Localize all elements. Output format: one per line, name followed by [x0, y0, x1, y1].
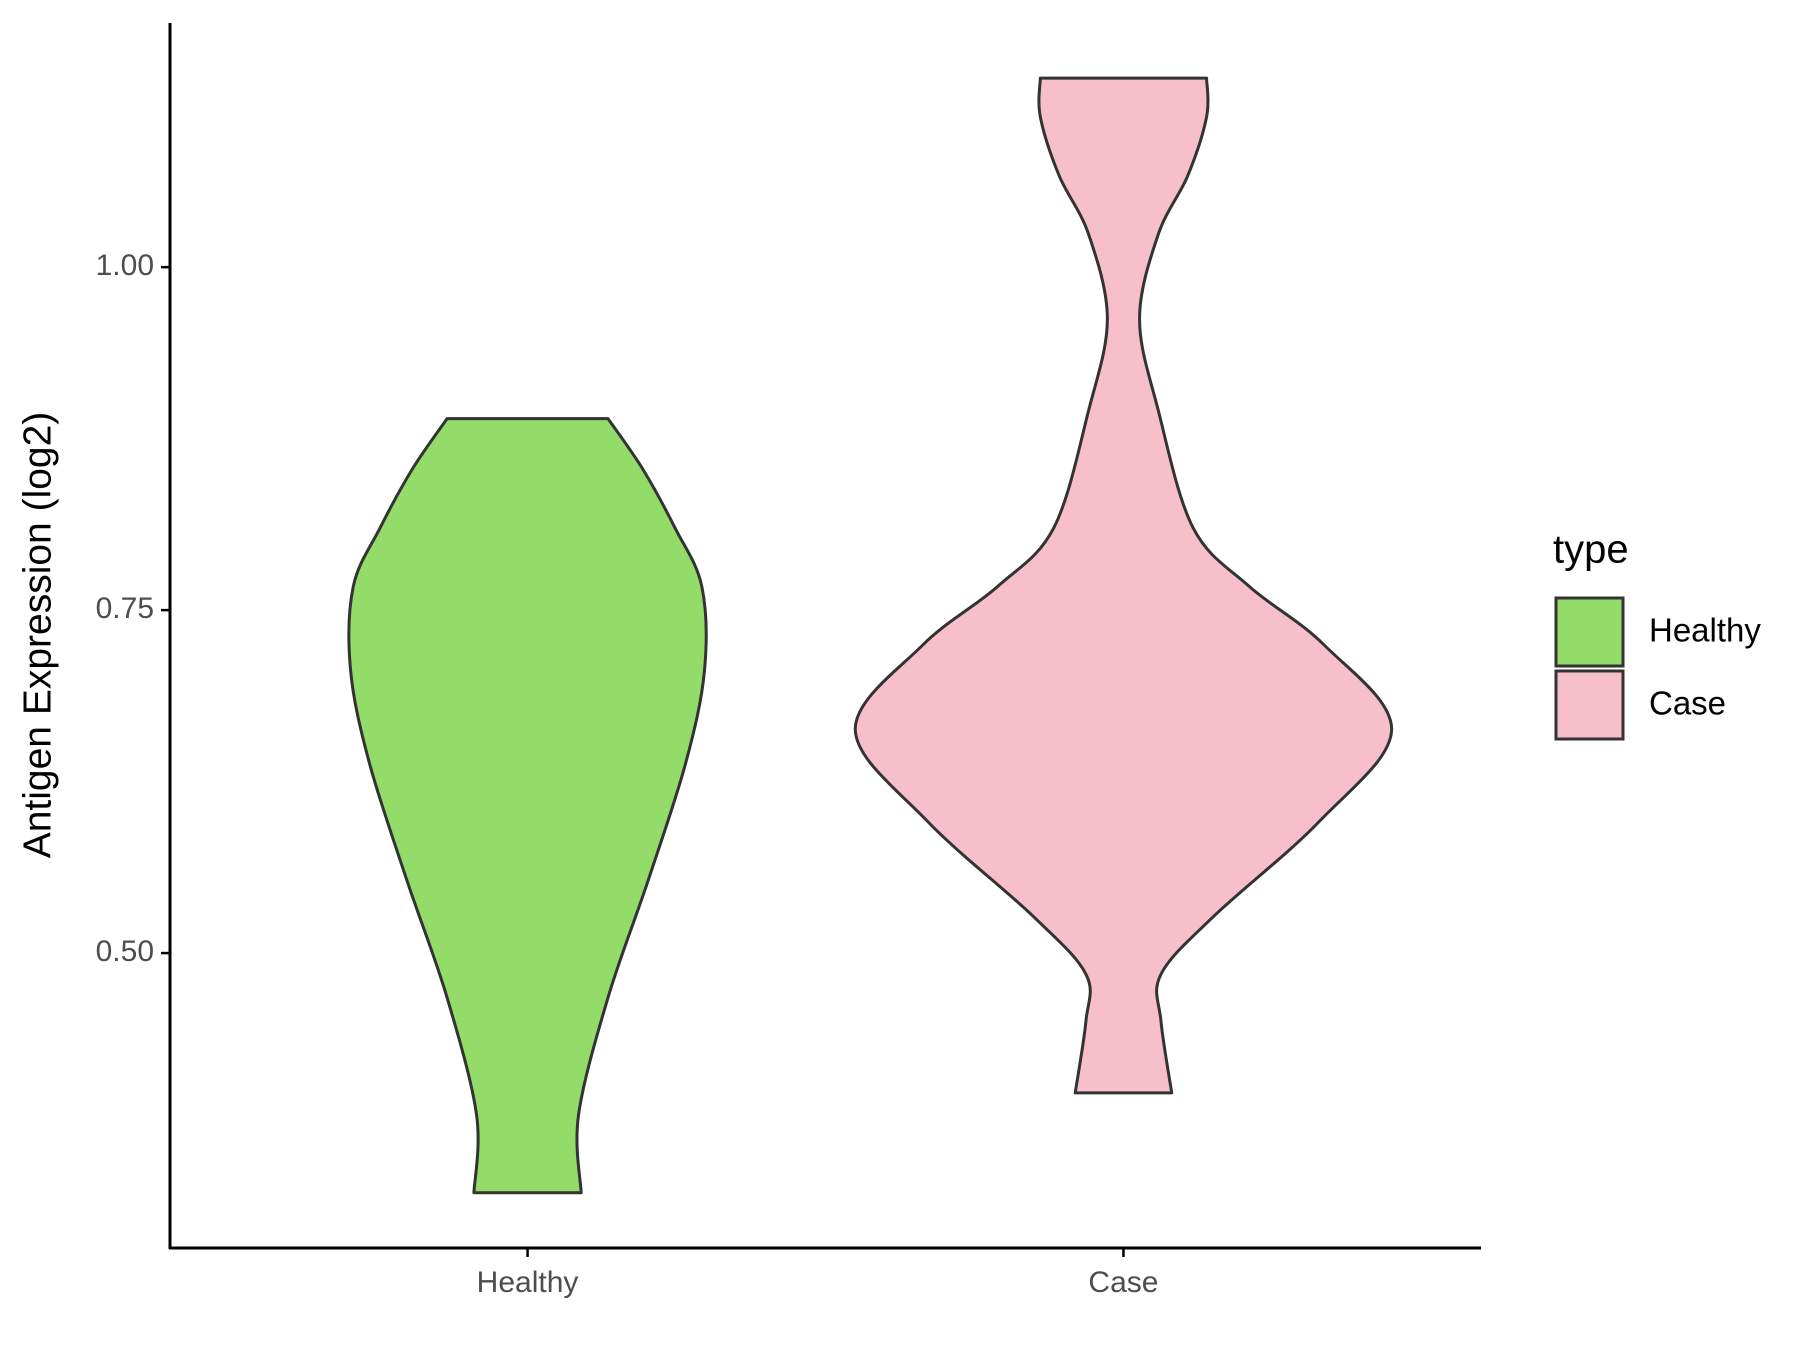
x-tick-label: Healthy: [477, 1266, 579, 1299]
legend-key: [1554, 596, 1625, 668]
y-tick-label: 0.75: [96, 592, 154, 625]
violin: [853, 76, 1394, 1095]
legend-label: Healthy: [1649, 612, 1761, 649]
x-tick-label: Case: [1088, 1266, 1158, 1299]
legend-title: type: [1553, 528, 1629, 572]
y-tick-label: 1.00: [96, 249, 154, 282]
violin: [347, 417, 708, 1195]
y-axis-title: Antigen Expression (log2): [16, 412, 59, 859]
legend-key: [1554, 669, 1625, 741]
y-tick-label: 0.50: [96, 935, 154, 968]
legend-label: Case: [1649, 685, 1726, 722]
